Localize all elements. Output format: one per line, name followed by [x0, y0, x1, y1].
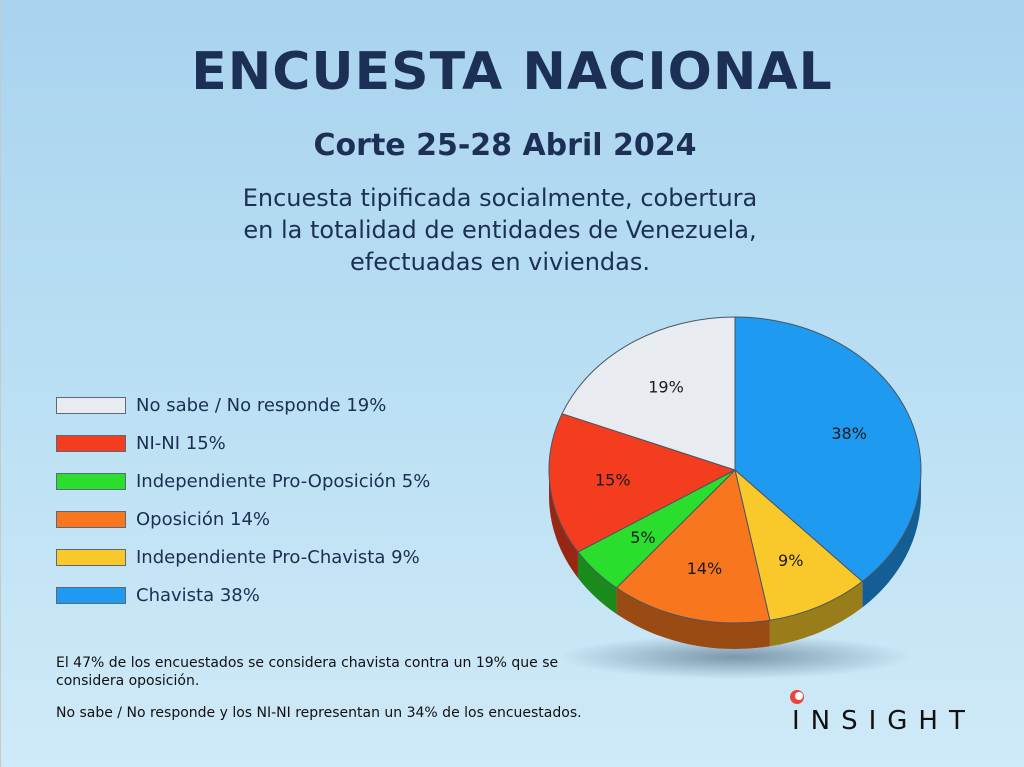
pie-slice-side: [769, 581, 863, 647]
pie-slice-label: 19%: [648, 377, 684, 396]
pie-slice-label: 9%: [778, 551, 803, 570]
page-subtitle: Corte 25-28 Abril 2024: [313, 128, 697, 163]
pie-slice-label: 5%: [630, 528, 655, 547]
legend-label: Independiente Pro-Oposición 5%: [136, 470, 431, 492]
legend-swatch: [56, 510, 126, 528]
legend-label: No sabe / No responde 19%: [136, 394, 387, 416]
footnote-chavista-vs-opposition: El 47% de los encuestados se considera c…: [56, 655, 559, 689]
pie-slice-label: 15%: [595, 471, 631, 490]
legend-label: Chavista 38%: [136, 584, 260, 606]
pie-slice-side: [549, 470, 578, 578]
legend-swatch: [56, 472, 126, 490]
legend-label: Independiente Pro-Chavista 9%: [136, 546, 420, 568]
legend-item: Independiente Pro-Oposición 5%: [56, 462, 430, 500]
legend-label: NI-NI 15%: [136, 432, 226, 454]
legend-swatch: [56, 586, 126, 604]
legend-swatch: [56, 434, 126, 452]
description-line: Encuesta tipificada socialmente, cobertu…: [242, 184, 758, 212]
chart-legend: No sabe / No responde 19% NI-NI 15% Indepe…: [56, 386, 430, 614]
pie-slice: [548, 413, 737, 553]
footnote-undecided: No sabe / No responde y los NI-NI repres…: [56, 705, 582, 721]
legend-item: NI-NI 15%: [56, 424, 430, 462]
pie-shadow: [558, 635, 912, 679]
legend-swatch: [56, 396, 126, 414]
legend-item: Chavista 38%: [56, 576, 430, 614]
pie-slice-side: [616, 587, 770, 650]
pie-slice: [734, 316, 922, 583]
description-line: en la totalidad de entidades de Venezuel…: [243, 216, 757, 244]
legend-item: No sabe / No responde 19%: [56, 386, 430, 424]
pie-slice-label: 38%: [831, 424, 867, 443]
legend-item: Oposición 14%: [56, 500, 430, 538]
page-title: ENCUESTA NACIONAL: [191, 42, 833, 102]
pie-slice-label: 14%: [687, 559, 723, 578]
pie-slice-side: [862, 470, 921, 608]
legend-item: Independiente Pro-Chavista 9%: [56, 538, 430, 576]
description-line: efectuadas en viviendas.: [350, 248, 650, 276]
insight-logo: INSIGHT: [792, 706, 976, 736]
survey-description: Encuesta tipificada socialmente, cobertu…: [200, 182, 800, 278]
legend-swatch: [56, 548, 126, 566]
pie-slice-side: [577, 551, 617, 614]
legend-label: Oposición 14%: [136, 508, 271, 530]
pie-slice: [615, 469, 771, 624]
pie-slice: [561, 316, 736, 471]
insight-logo-mark-icon: [790, 690, 804, 704]
pie-slice: [734, 468, 864, 621]
